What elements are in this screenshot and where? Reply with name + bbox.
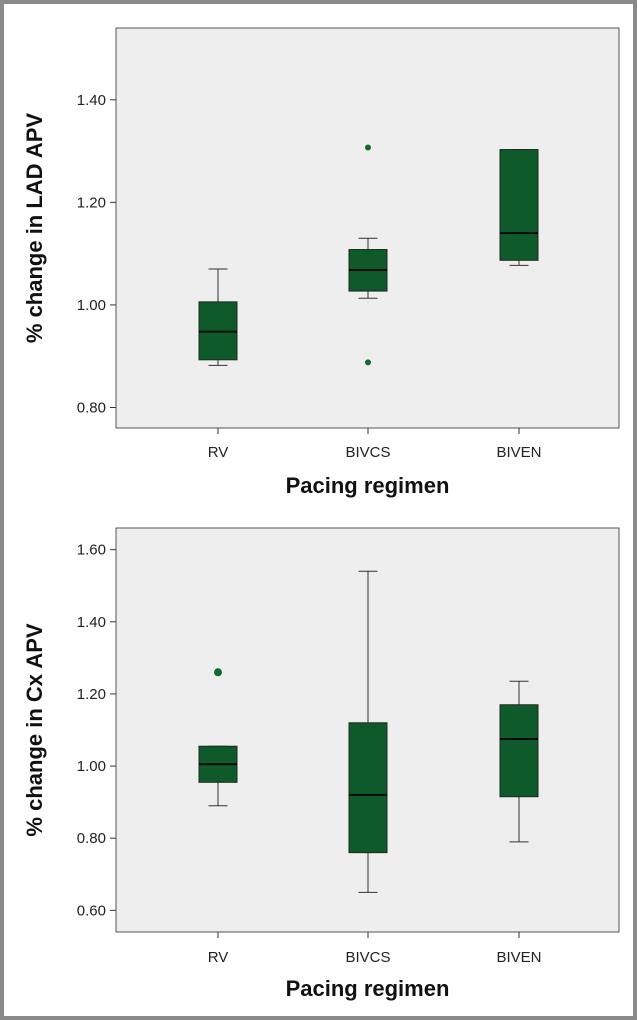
cx-apv-chart: 0.60 0.80 1.00 1.20 1.40 1.60 RV BIVCS BIVEN % … bbox=[22, 527, 620, 1001]
y-axis-title: % change in Cx APV bbox=[22, 623, 47, 836]
x-tick-label: BIVEN bbox=[496, 444, 541, 461]
x-axis-title: Pacing regimen bbox=[286, 976, 450, 1001]
x-tick-label: RV bbox=[208, 949, 229, 966]
y-tick-label: 1.20 bbox=[77, 194, 106, 211]
box-rv bbox=[198, 268, 238, 366]
x-tick-label: BIVEN bbox=[496, 949, 541, 966]
outlier-point bbox=[365, 359, 371, 366]
y-tick-label: 1.40 bbox=[77, 614, 106, 631]
y-tick-label: 1.00 bbox=[77, 297, 106, 314]
y-tick-label: 0.80 bbox=[77, 830, 106, 847]
box-bivcs bbox=[348, 570, 388, 893]
box-biven bbox=[499, 149, 539, 266]
y-tick-label: 1.20 bbox=[77, 686, 106, 703]
box-rv bbox=[198, 668, 238, 807]
x-tick-label: BIVCS bbox=[345, 949, 390, 966]
iqr-box bbox=[499, 704, 539, 798]
x-tick-label: RV bbox=[208, 444, 229, 461]
iqr-box bbox=[348, 722, 388, 854]
box-bivcs bbox=[348, 144, 388, 366]
outlier-point bbox=[365, 144, 371, 151]
x-tick-label: BIVCS bbox=[345, 444, 390, 461]
x-axis-title: Pacing regimen bbox=[286, 473, 450, 498]
lad-apv-chart: 0.80 1.00 1.20 1.40 RV BIVCS BIVEN % change i… bbox=[22, 27, 620, 498]
y-tick-label: 0.80 bbox=[77, 399, 106, 416]
y-axis-title: % change in LAD APV bbox=[22, 113, 47, 344]
y-tick-label: 1.40 bbox=[77, 92, 106, 109]
iqr-box bbox=[499, 149, 539, 261]
y-tick-label: 0.60 bbox=[77, 902, 106, 919]
outlier-point bbox=[214, 668, 222, 677]
y-tick-label: 1.60 bbox=[77, 542, 106, 559]
y-tick-label: 1.00 bbox=[77, 758, 106, 775]
box-biven bbox=[499, 680, 539, 843]
plot-area bbox=[115, 27, 620, 429]
